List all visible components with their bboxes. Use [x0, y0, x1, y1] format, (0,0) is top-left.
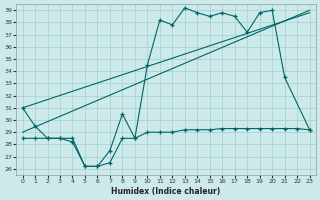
X-axis label: Humidex (Indice chaleur): Humidex (Indice chaleur) [111, 187, 221, 196]
